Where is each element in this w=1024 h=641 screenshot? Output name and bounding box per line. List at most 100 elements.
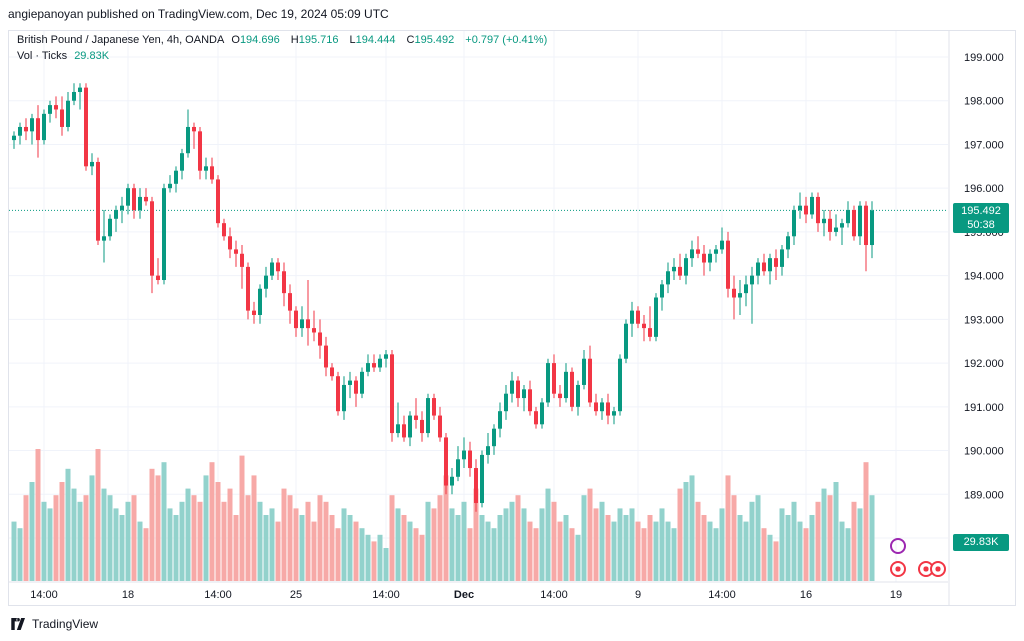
economic-event-icon[interactable] bbox=[890, 561, 906, 577]
volume-value: 29.83K bbox=[74, 50, 110, 62]
candle-down bbox=[228, 236, 232, 250]
candle-down bbox=[192, 126, 196, 132]
candle-down bbox=[804, 205, 808, 215]
volume-bar bbox=[437, 495, 443, 581]
high-value: 195.716 bbox=[298, 34, 339, 46]
volume-bar bbox=[743, 521, 749, 581]
volume-bar bbox=[161, 462, 167, 581]
volume-bar bbox=[359, 528, 365, 581]
candle-up bbox=[672, 266, 676, 272]
volume-bar bbox=[725, 475, 731, 581]
volume-bar bbox=[317, 495, 323, 581]
y-tick-label: 191.000 bbox=[964, 402, 1004, 414]
volume-bar bbox=[569, 528, 575, 581]
volume-bar bbox=[23, 495, 29, 581]
candle-up bbox=[720, 240, 724, 250]
tradingview-logo[interactable]: TradingView bbox=[10, 617, 98, 631]
candle-down bbox=[594, 402, 598, 412]
volume-bar bbox=[479, 515, 485, 581]
candle-down bbox=[864, 205, 868, 246]
volume-bar bbox=[653, 521, 659, 581]
volume-bar bbox=[293, 508, 299, 581]
candle-up bbox=[786, 236, 790, 250]
candle-down bbox=[642, 323, 646, 329]
candle-up bbox=[162, 188, 166, 281]
volume-bar bbox=[869, 495, 875, 581]
volume-bar bbox=[17, 528, 23, 581]
candle-down bbox=[678, 266, 682, 276]
candle-down bbox=[210, 166, 214, 180]
volume-legend: Vol · Ticks 29.83K bbox=[17, 50, 113, 62]
volume-bar bbox=[623, 515, 629, 581]
volume-bar bbox=[593, 508, 599, 581]
volume-bar bbox=[329, 515, 335, 581]
candle-down bbox=[282, 271, 286, 294]
volume-bar bbox=[749, 501, 755, 581]
candle-down bbox=[852, 210, 856, 237]
volume-bar bbox=[407, 521, 413, 581]
volume-bar bbox=[239, 455, 245, 581]
candle-down bbox=[552, 363, 556, 394]
volume-bar bbox=[863, 462, 869, 581]
volume-bar bbox=[659, 508, 665, 581]
candle-down bbox=[570, 371, 574, 407]
candle-down bbox=[216, 179, 220, 224]
candle-up bbox=[666, 271, 670, 285]
volume-bar bbox=[581, 495, 587, 581]
volume-bar bbox=[809, 515, 815, 581]
volume-bar bbox=[35, 449, 41, 581]
candle-up bbox=[870, 210, 874, 246]
candle-up bbox=[756, 262, 760, 276]
open-label: O bbox=[231, 34, 240, 46]
volume-bar bbox=[275, 521, 281, 581]
volume-bar bbox=[227, 488, 233, 581]
candle-down bbox=[528, 389, 532, 412]
lightning-event-icon[interactable] bbox=[890, 538, 906, 554]
volume-bar bbox=[713, 528, 719, 581]
symbol-name[interactable]: British Pound / Japanese Yen, 4h, OANDA bbox=[17, 34, 225, 46]
volume-bar bbox=[533, 528, 539, 581]
candle-down bbox=[144, 196, 148, 202]
candle-up bbox=[264, 275, 268, 289]
candle-up bbox=[462, 450, 466, 460]
volume-bar bbox=[167, 508, 173, 581]
candle-up bbox=[780, 249, 784, 267]
volume-bar bbox=[509, 501, 515, 581]
volume-bar bbox=[143, 528, 149, 581]
volume-bar bbox=[53, 495, 59, 581]
close-label: C bbox=[406, 34, 415, 46]
volume-bar bbox=[323, 501, 329, 581]
volume-bar bbox=[707, 521, 713, 581]
volume-bar bbox=[281, 488, 287, 581]
candle-down bbox=[324, 345, 328, 368]
y-tick-label: 190.000 bbox=[964, 446, 1004, 458]
volume-bar bbox=[779, 508, 785, 581]
volume-bar bbox=[185, 488, 191, 581]
candle-down bbox=[60, 109, 64, 127]
volume-bar bbox=[497, 515, 503, 581]
candle-up bbox=[270, 262, 274, 276]
candle-down bbox=[636, 310, 640, 324]
candle-up bbox=[618, 358, 622, 412]
volume-bar bbox=[233, 515, 239, 581]
candle-down bbox=[132, 188, 136, 211]
volume-label[interactable]: Vol · Ticks bbox=[17, 50, 68, 62]
candle-down bbox=[696, 249, 700, 254]
candle-up bbox=[102, 236, 106, 241]
volume-bar bbox=[791, 501, 797, 581]
candle-down bbox=[36, 118, 40, 141]
candle-up bbox=[138, 196, 142, 211]
candle-down bbox=[288, 293, 292, 311]
x-tick-label: 19 bbox=[890, 589, 902, 601]
volume-bar bbox=[365, 534, 371, 581]
volume-bar bbox=[503, 508, 509, 581]
volume-bar bbox=[617, 508, 623, 581]
economic-event-icon[interactable] bbox=[930, 561, 946, 577]
candle-up bbox=[582, 358, 586, 385]
volume-bar bbox=[587, 488, 593, 581]
candle-down bbox=[234, 249, 238, 254]
volume-bar bbox=[305, 501, 311, 581]
candle-down bbox=[432, 398, 436, 416]
volume-bar bbox=[467, 528, 473, 581]
